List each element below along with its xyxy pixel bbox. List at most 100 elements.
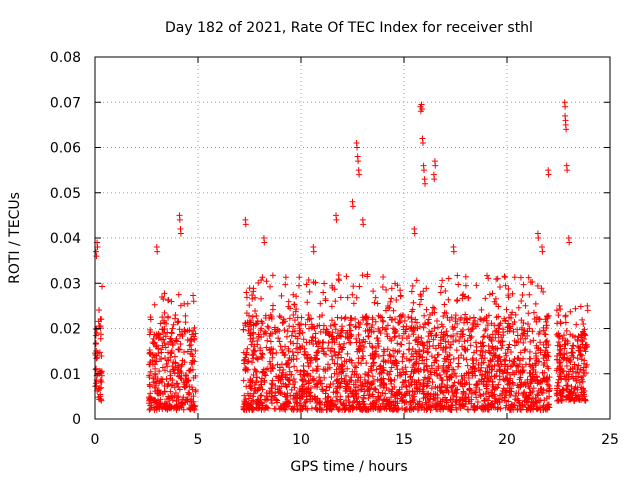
data-point: [319, 312, 326, 319]
data-point: [291, 403, 298, 410]
data-point: [462, 282, 469, 289]
data-point: [380, 403, 387, 410]
y-tick-label: 0: [72, 412, 81, 428]
data-point: [428, 385, 435, 392]
data-point: [291, 384, 298, 391]
data-point: [575, 362, 582, 369]
data-point: [162, 344, 169, 351]
data-point: [450, 332, 457, 339]
data-point: [555, 383, 562, 390]
data-point: [422, 394, 429, 401]
data-point: [169, 382, 176, 389]
data-point: [302, 321, 309, 328]
data-point: [245, 395, 252, 402]
data-point: [476, 386, 483, 393]
data-point: [289, 348, 296, 355]
data-point: [254, 396, 261, 403]
data-point: [160, 296, 167, 303]
data-point: [357, 342, 364, 349]
data-point: [269, 306, 276, 313]
data-point: [323, 387, 330, 394]
data-point: [298, 388, 305, 395]
data-point: [417, 291, 424, 298]
data-point: [397, 341, 404, 348]
data-point: [414, 341, 421, 348]
data-point: [409, 394, 416, 401]
data-point: [429, 379, 436, 386]
data-point: [281, 352, 288, 359]
data-point: [166, 338, 173, 345]
data-point: [160, 330, 167, 337]
data-point: [312, 393, 319, 400]
data-point: [159, 314, 166, 321]
data-point: [263, 366, 270, 373]
data-point: [567, 356, 574, 363]
data-point: [352, 387, 359, 394]
data-point: [146, 383, 153, 390]
data-point: [397, 293, 404, 300]
data-point: [405, 313, 412, 320]
data-point: [484, 272, 491, 279]
data-point: [438, 321, 445, 328]
data-point: [492, 395, 499, 402]
data-point: [554, 342, 561, 349]
data-point: [553, 307, 560, 314]
data-point: [423, 285, 430, 292]
data-point: [312, 335, 319, 342]
data-point: [170, 321, 177, 328]
data-point: [254, 374, 261, 381]
data-point: [291, 396, 298, 403]
data-point: [300, 336, 307, 343]
data-point: [532, 350, 539, 357]
data-point: [487, 376, 494, 383]
data-point: [381, 396, 388, 403]
data-point: [360, 336, 367, 343]
data-point: [150, 379, 157, 386]
data-point: [353, 294, 360, 301]
data-point: [480, 342, 487, 349]
data-point: [515, 384, 522, 391]
data-point: [459, 343, 466, 350]
data-point: [178, 400, 185, 407]
data-point: [276, 313, 283, 320]
data-point: [446, 351, 453, 358]
data-point: [455, 360, 462, 367]
data-point: [464, 319, 471, 326]
data-point: [475, 361, 482, 368]
data-point: [454, 330, 461, 337]
data-point: [482, 368, 489, 375]
data-point: [278, 347, 285, 354]
data-point: [172, 390, 179, 397]
data-point: [577, 351, 584, 358]
data-point: [316, 339, 323, 346]
data-point: [353, 339, 360, 346]
data-point: [505, 294, 512, 301]
data-point: [282, 281, 289, 288]
data-point: [317, 328, 324, 335]
data-point: [408, 368, 415, 375]
data-point: [299, 385, 306, 392]
data-point: [388, 295, 395, 302]
data-point: [310, 341, 317, 348]
data-point: [243, 294, 250, 301]
data-point: [184, 377, 191, 384]
data-point: [270, 395, 277, 402]
data-point: [172, 315, 179, 322]
data-point: [556, 333, 563, 340]
data-point: [165, 297, 172, 304]
data-point: [487, 357, 494, 364]
data-point: [489, 400, 496, 407]
data-point: [286, 315, 293, 322]
data-point: [501, 273, 508, 280]
data-point: [444, 384, 451, 391]
data-point: [564, 167, 571, 174]
data-point: [157, 320, 164, 327]
data-point: [400, 330, 407, 337]
data-point: [156, 368, 163, 375]
data-point: [420, 324, 427, 331]
data-point: [409, 282, 416, 289]
data-point: [474, 403, 481, 410]
data-point: [390, 307, 397, 314]
data-point: [296, 274, 303, 281]
data-point: [343, 380, 350, 387]
